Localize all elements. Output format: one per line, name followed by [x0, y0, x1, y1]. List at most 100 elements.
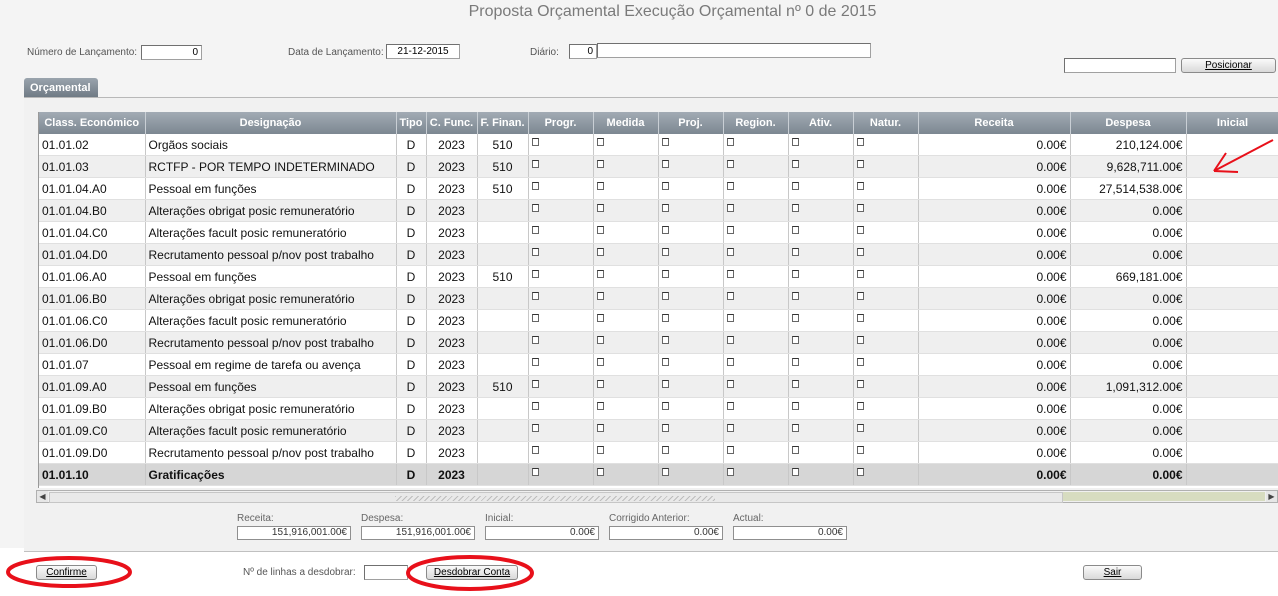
cell-class-economico[interactable]: 01.01.09.D0	[39, 441, 146, 464]
cell-tipo[interactable]: D	[396, 243, 427, 266]
cell-f-finan[interactable]	[477, 353, 529, 376]
lookup-icon[interactable]	[726, 446, 734, 454]
cell-f-finan[interactable]	[477, 397, 529, 420]
lookup-icon[interactable]	[856, 314, 864, 322]
diario-description-field[interactable]	[597, 43, 871, 58]
lookup-icon[interactable]	[661, 292, 669, 300]
cell-lookup[interactable]	[788, 134, 854, 156]
lookup-icon[interactable]	[661, 468, 669, 476]
cell-tipo[interactable]: D	[396, 265, 427, 288]
cell-receita[interactable]: 0.00€	[918, 375, 1071, 398]
cell-receita[interactable]: 0.00€	[918, 134, 1071, 156]
table-row[interactable]: 01.01.06.C0 Alterações facult posic remun…	[39, 309, 1278, 332]
cell-lookup[interactable]	[593, 265, 659, 288]
cell-f-finan[interactable]	[477, 419, 529, 442]
table-row[interactable]: 01.01.04.D0 Recrutamento pessoal p/nov po…	[39, 243, 1278, 266]
cell-lookup[interactable]	[528, 221, 594, 244]
cell-lookup[interactable]	[658, 309, 724, 332]
cell-lookup[interactable]	[528, 265, 594, 288]
cell-lookup[interactable]	[593, 419, 659, 442]
cell-tipo[interactable]: D	[396, 419, 427, 442]
cell-tipo[interactable]: D	[396, 134, 427, 156]
cell-inicial[interactable]	[1186, 243, 1278, 266]
cell-inicial[interactable]	[1186, 177, 1278, 200]
lookup-icon[interactable]	[661, 248, 669, 256]
column-header[interactable]: Region.	[723, 112, 789, 134]
cell-tipo[interactable]: D	[396, 397, 427, 420]
cell-c-func[interactable]: 2023	[426, 155, 478, 178]
cell-lookup[interactable]	[723, 287, 789, 310]
cell-lookup[interactable]	[528, 419, 594, 442]
lookup-icon[interactable]	[856, 402, 864, 410]
cell-tipo[interactable]: D	[396, 287, 427, 310]
cell-despesa[interactable]: 0.00€	[1070, 397, 1187, 420]
lookup-icon[interactable]	[856, 226, 864, 234]
lookup-icon[interactable]	[726, 182, 734, 190]
numero-field[interactable]: 0	[141, 45, 202, 60]
cell-lookup[interactable]	[593, 199, 659, 222]
cell-receita[interactable]: 0.00€	[918, 265, 1071, 288]
table-row[interactable]: 01.01.02 Orgãos sociais D 2023 510 0.00€ 210,1…	[39, 134, 1278, 156]
cell-designacao[interactable]: Pessoal em regime de tarefa ou avença	[145, 353, 397, 376]
cell-despesa[interactable]: 1,091,312.00€	[1070, 375, 1187, 398]
lookup-icon[interactable]	[726, 248, 734, 256]
cell-lookup[interactable]	[788, 309, 854, 332]
lookup-icon[interactable]	[726, 380, 734, 388]
cell-f-finan[interactable]	[477, 463, 529, 486]
cell-lookup[interactable]	[658, 287, 724, 310]
cell-class-economico[interactable]: 01.01.04.B0	[39, 199, 146, 222]
column-header[interactable]: Tipo	[396, 112, 427, 134]
cell-lookup[interactable]	[853, 221, 919, 244]
cell-lookup[interactable]	[853, 397, 919, 420]
cell-lookup[interactable]	[658, 265, 724, 288]
lookup-icon[interactable]	[791, 226, 799, 234]
table-row[interactable]: 01.01.03 RCTFP - POR TEMPO INDETERMINADO D…	[39, 155, 1278, 178]
cell-tipo[interactable]: D	[396, 375, 427, 398]
table-row[interactable]: 01.01.09.B0 Alterações obrigat posic remu…	[39, 397, 1278, 420]
lookup-icon[interactable]	[596, 380, 604, 388]
cell-lookup[interactable]	[593, 309, 659, 332]
column-header[interactable]: Despesa	[1070, 112, 1187, 134]
cell-tipo[interactable]: D	[396, 199, 427, 222]
lookup-icon[interactable]	[726, 336, 734, 344]
cell-lookup[interactable]	[528, 287, 594, 310]
lines-input[interactable]	[364, 565, 408, 580]
data-field[interactable]: 21-12-2015	[386, 44, 460, 59]
cell-receita[interactable]: 0.00€	[918, 221, 1071, 244]
cell-lookup[interactable]	[593, 134, 659, 156]
cell-f-finan[interactable]	[477, 287, 529, 310]
cell-lookup[interactable]	[788, 243, 854, 266]
position-button[interactable]: Posicionar	[1181, 58, 1276, 73]
lookup-icon[interactable]	[596, 424, 604, 432]
cell-inicial[interactable]	[1186, 199, 1278, 222]
cell-f-finan[interactable]	[477, 331, 529, 354]
cell-lookup[interactable]	[788, 375, 854, 398]
lookup-icon[interactable]	[531, 226, 539, 234]
cell-lookup[interactable]	[658, 177, 724, 200]
cell-lookup[interactable]	[528, 199, 594, 222]
horizontal-scrollbar[interactable]: ◀ ▶	[36, 490, 1278, 503]
lookup-icon[interactable]	[726, 226, 734, 234]
cell-receita[interactable]: 0.00€	[918, 353, 1071, 376]
cell-lookup[interactable]	[723, 419, 789, 442]
lookup-icon[interactable]	[596, 270, 604, 278]
cell-despesa[interactable]: 210,124.00€	[1070, 134, 1187, 156]
cell-lookup[interactable]	[788, 331, 854, 354]
cell-tipo[interactable]: D	[396, 463, 427, 486]
cell-inicial[interactable]	[1186, 463, 1278, 486]
cell-designacao[interactable]: Recrutamento pessoal p/nov post trabalho	[145, 243, 397, 266]
lookup-icon[interactable]	[596, 204, 604, 212]
cell-lookup[interactable]	[723, 155, 789, 178]
cell-inicial[interactable]	[1186, 134, 1278, 156]
cell-despesa[interactable]: 0.00€	[1070, 441, 1187, 464]
lookup-icon[interactable]	[856, 270, 864, 278]
lookup-icon[interactable]	[856, 138, 864, 146]
scroll-track[interactable]	[1063, 492, 1265, 501]
cell-f-finan[interactable]	[477, 441, 529, 464]
cell-inicial[interactable]	[1186, 375, 1278, 398]
cell-lookup[interactable]	[723, 331, 789, 354]
cell-c-func[interactable]: 2023	[426, 199, 478, 222]
cell-f-finan[interactable]: 510	[477, 155, 529, 178]
cell-lookup[interactable]	[723, 441, 789, 464]
cell-lookup[interactable]	[853, 177, 919, 200]
